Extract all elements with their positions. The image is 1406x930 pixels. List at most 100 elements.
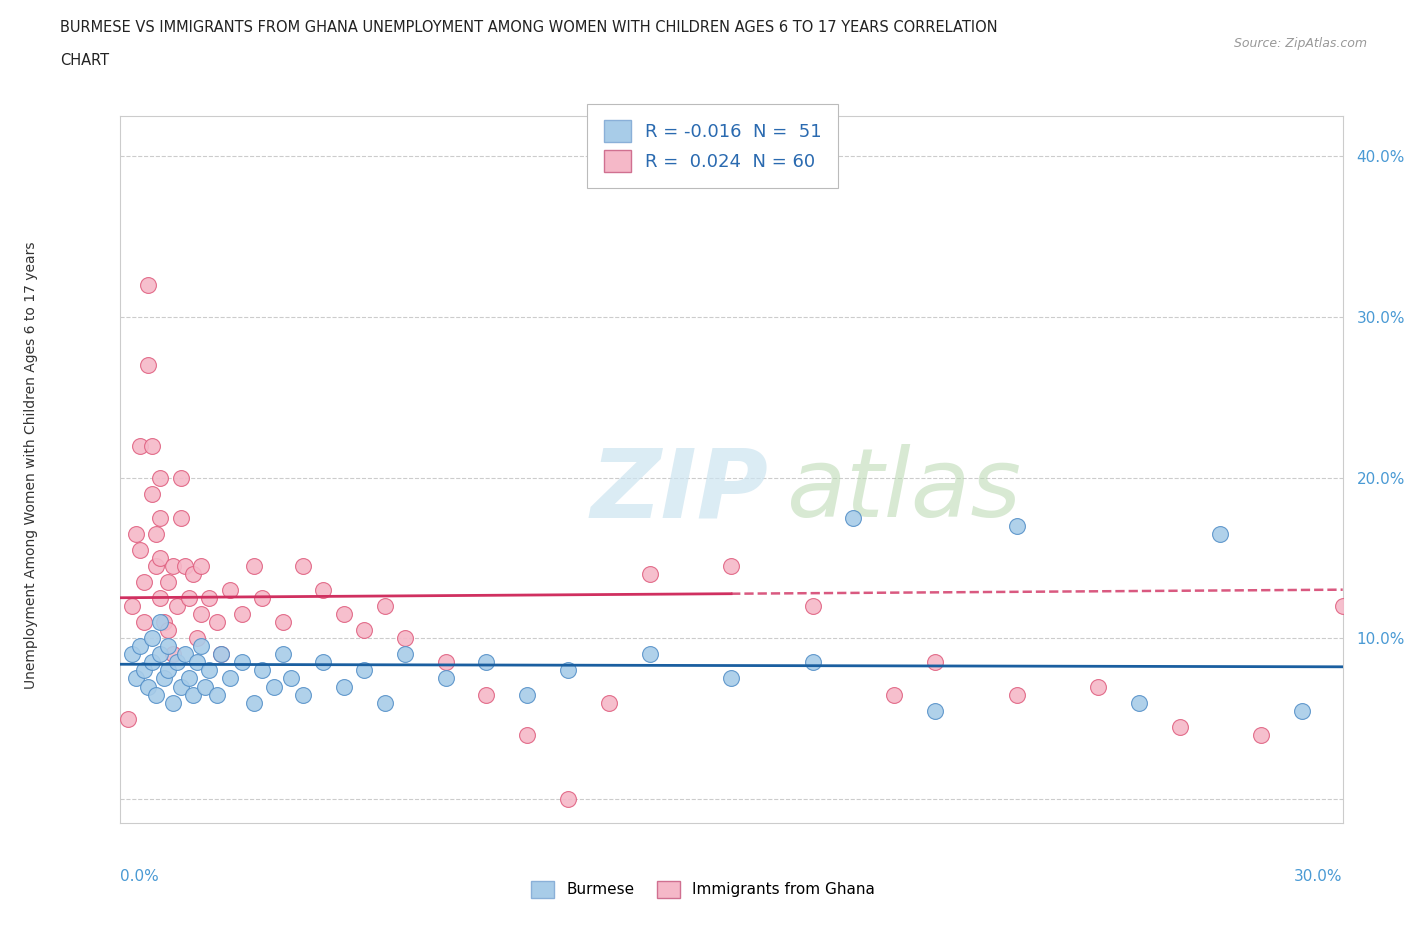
Point	[166, 655, 188, 670]
Point	[516, 687, 538, 702]
Point	[243, 559, 266, 574]
Point	[1005, 518, 1028, 533]
Point	[121, 647, 143, 662]
Point	[207, 615, 229, 630]
Point	[125, 526, 148, 541]
Text: Source: ZipAtlas.com: Source: ZipAtlas.com	[1233, 37, 1367, 50]
Text: ZIP: ZIP	[591, 445, 768, 538]
Point	[173, 647, 195, 662]
Point	[1087, 679, 1109, 694]
Point	[218, 583, 240, 598]
Point	[149, 511, 172, 525]
Point	[190, 559, 212, 574]
Point	[598, 695, 620, 710]
Point	[1331, 599, 1354, 614]
Point	[434, 671, 457, 686]
Point	[121, 599, 143, 614]
Point	[145, 559, 167, 574]
Point	[353, 663, 375, 678]
Point	[190, 606, 212, 621]
Point	[162, 559, 184, 574]
Text: atlas: atlas	[786, 445, 1021, 538]
Point	[250, 591, 273, 605]
Point	[186, 631, 208, 645]
Point	[162, 695, 184, 710]
Point	[141, 486, 163, 501]
Point	[883, 687, 905, 702]
Point	[145, 687, 167, 702]
Point	[842, 511, 865, 525]
Point	[149, 471, 172, 485]
Point	[557, 791, 579, 806]
Point	[125, 671, 148, 686]
Point	[801, 655, 824, 670]
Point	[166, 599, 188, 614]
Point	[149, 615, 172, 630]
Point	[434, 655, 457, 670]
Point	[157, 663, 180, 678]
Point	[243, 695, 266, 710]
Point	[1128, 695, 1150, 710]
Point	[332, 606, 354, 621]
Point	[231, 606, 253, 621]
Point	[157, 639, 180, 654]
Point	[181, 687, 204, 702]
Point	[218, 671, 240, 686]
Point	[149, 647, 172, 662]
Point	[136, 679, 159, 694]
Point	[136, 358, 159, 373]
Point	[924, 703, 946, 718]
Point	[312, 583, 335, 598]
Point	[129, 639, 152, 654]
Point	[153, 615, 176, 630]
Point	[475, 687, 498, 702]
Point	[132, 663, 155, 678]
Point	[198, 663, 221, 678]
Point	[271, 615, 294, 630]
Point	[211, 647, 233, 662]
Point	[271, 647, 294, 662]
Point	[186, 655, 208, 670]
Point	[1250, 727, 1272, 742]
Point	[280, 671, 302, 686]
Point	[136, 277, 159, 292]
Point	[198, 591, 221, 605]
Point	[169, 471, 191, 485]
Point	[720, 559, 742, 574]
Point	[638, 647, 661, 662]
Point	[292, 687, 315, 702]
Point	[312, 655, 335, 670]
Point	[132, 615, 155, 630]
Point	[169, 679, 191, 694]
Point	[207, 687, 229, 702]
Point	[157, 575, 180, 590]
Text: 30.0%: 30.0%	[1295, 869, 1343, 884]
Point	[177, 671, 200, 686]
Point	[638, 566, 661, 581]
Point	[129, 542, 152, 557]
Point	[145, 526, 167, 541]
Text: BURMESE VS IMMIGRANTS FROM GHANA UNEMPLOYMENT AMONG WOMEN WITH CHILDREN AGES 6 T: BURMESE VS IMMIGRANTS FROM GHANA UNEMPLO…	[60, 20, 998, 35]
Point	[162, 647, 184, 662]
Text: 0.0%: 0.0%	[120, 869, 159, 884]
Point	[394, 647, 416, 662]
Point	[149, 551, 172, 565]
Point	[149, 591, 172, 605]
Point	[117, 711, 139, 726]
Point	[924, 655, 946, 670]
Point	[194, 679, 217, 694]
Point	[141, 655, 163, 670]
Legend: Burmese, Immigrants from Ghana: Burmese, Immigrants from Ghana	[524, 875, 882, 904]
Point	[231, 655, 253, 670]
Point	[353, 623, 375, 638]
Point	[374, 599, 396, 614]
Point	[263, 679, 285, 694]
Point	[557, 663, 579, 678]
Point	[1005, 687, 1028, 702]
Point	[1168, 719, 1191, 734]
Point	[516, 727, 538, 742]
Legend: R = -0.016  N =  51, R =  0.024  N = 60: R = -0.016 N = 51, R = 0.024 N = 60	[588, 104, 838, 188]
Point	[153, 671, 176, 686]
Point	[141, 438, 163, 453]
Point	[141, 631, 163, 645]
